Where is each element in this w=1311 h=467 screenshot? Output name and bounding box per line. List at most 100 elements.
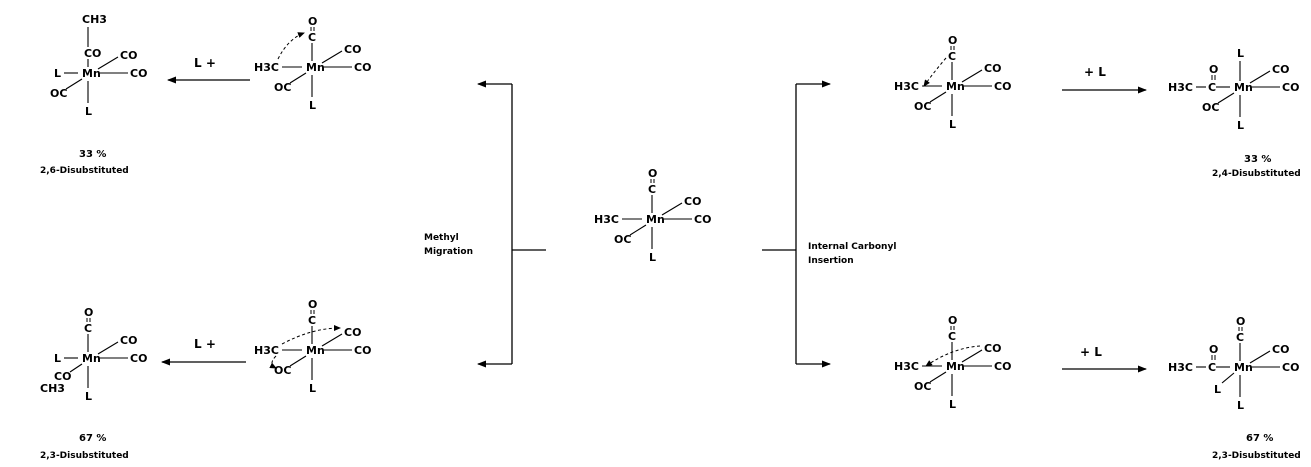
oc-ligand: OC <box>914 380 931 393</box>
product-2-4-disubstituted: Mn L C O H3C CO CO OC L <box>1168 47 1299 132</box>
l-ligand: L <box>1214 383 1221 396</box>
oc-ligand: OC <box>274 364 291 377</box>
oxygen-atom: O <box>308 298 317 311</box>
co-ligand: CO <box>984 62 1001 75</box>
co-ligand: CO <box>1272 63 1289 76</box>
h3c-group: H3C <box>1168 81 1193 94</box>
carbon-atom: C <box>1208 81 1216 94</box>
co-ligand: CO <box>120 49 137 62</box>
methyl-migration-intermediate-bottom: Mn C O H3C CO CO OC L <box>254 298 371 395</box>
ch3-group: CH3 <box>40 382 65 395</box>
l-ligand: L <box>949 398 956 411</box>
l-ligand: L <box>1237 119 1244 132</box>
oxygen-atom: O <box>1209 63 1218 76</box>
left-bracket <box>477 80 546 368</box>
mn-atom: Mn <box>1234 361 1253 374</box>
product-2-3-disubstituted-left: Mn C O L CO CO CO CH3 L <box>40 306 147 403</box>
mn-atom: Mn <box>82 67 101 80</box>
carbonyl-insertion-intermediate-top: Mn C O H3C CO CO OC L <box>894 34 1011 131</box>
co-ligand: CO <box>354 61 371 74</box>
methyl-migration-label: Migration <box>424 247 473 257</box>
carbonyl-insertion-intermediate-bottom: Mn C O H3C CO CO OC L <box>894 314 1011 411</box>
h3c-group: H3C <box>254 344 279 357</box>
methyl-migration-label: Methyl <box>424 233 459 243</box>
oxygen-atom: O <box>948 314 957 327</box>
yield-percent: 67 % <box>79 433 106 444</box>
right-bracket <box>762 80 831 368</box>
oc-ligand: OC <box>50 87 67 100</box>
h3c-group: H3C <box>594 213 619 226</box>
co-ligand: CO <box>344 43 361 56</box>
l-ligand: L <box>85 105 92 118</box>
carbon-atom: C <box>948 50 956 63</box>
mn-atom: Mn <box>646 213 665 226</box>
carbon-atom: C <box>1208 361 1216 374</box>
co-ligand: CO <box>54 370 71 383</box>
h3c-group: H3C <box>894 80 919 93</box>
product-label: 2,6-Disubstituted <box>40 166 129 176</box>
carbonyl-insertion-label: Internal Carbonyl <box>808 242 896 252</box>
oxygen-atom: O <box>1236 315 1245 328</box>
carbon-atom: C <box>648 183 656 196</box>
product-2-3-disubstituted-right: Mn C O C O H3C CO CO L L <box>1168 315 1299 412</box>
oxygen-atom: O <box>948 34 957 47</box>
co-ligand: CO <box>1272 343 1289 356</box>
l-ligand: L <box>54 67 61 80</box>
co-ligand: CO <box>130 352 147 365</box>
yield-percent: 67 % <box>1246 433 1273 444</box>
carbon-atom: C <box>308 314 316 327</box>
product-label: 2,3-Disubstituted <box>40 451 129 461</box>
l-ligand: L <box>649 251 656 264</box>
l-ligand: L <box>1237 47 1244 60</box>
oxygen-atom: O <box>648 167 657 180</box>
carbon-atom: C <box>308 31 316 44</box>
co-ligand: CO <box>994 360 1011 373</box>
oc-ligand: OC <box>914 100 931 113</box>
h3c-group: H3C <box>1168 361 1193 374</box>
l-ligand: L <box>85 390 92 403</box>
mn-atom: Mn <box>306 61 325 74</box>
carbon-atom: C <box>84 47 92 60</box>
l-ligand: L <box>309 99 316 112</box>
oc-ligand: OC <box>1202 101 1219 114</box>
h3c-group: H3C <box>254 61 279 74</box>
central-complex: Mn C O H3C CO CO OC L <box>594 167 711 264</box>
carbonyl-insertion-label: Insertion <box>808 256 854 266</box>
mn-atom: Mn <box>946 80 965 93</box>
co-ligand: CO <box>344 326 361 339</box>
mn-atom: Mn <box>946 360 965 373</box>
mn-atom: Mn <box>1234 81 1253 94</box>
oxygen-atom: O <box>84 306 93 319</box>
oxygen-atom: O <box>308 15 317 28</box>
co-ligand: CO <box>984 342 1001 355</box>
co-ligand: CO <box>120 334 137 347</box>
l-ligand: L <box>949 118 956 131</box>
yield-percent: 33 % <box>79 149 106 160</box>
product-2-6-disubstituted: Mn C O CH3 L CO CO OC L <box>50 13 147 118</box>
oxygen-atom: O <box>92 47 101 60</box>
co-ligand: CO <box>130 67 147 80</box>
l-ligand: L <box>309 382 316 395</box>
oxygen-atom: O <box>1209 343 1218 356</box>
oc-ligand: OC <box>274 81 291 94</box>
carbon-atom: C <box>948 330 956 343</box>
co-ligand: CO <box>684 195 701 208</box>
mn-atom: Mn <box>306 344 325 357</box>
yield-percent: 33 % <box>1244 154 1271 165</box>
h3c-group: H3C <box>894 360 919 373</box>
co-ligand: CO <box>354 344 371 357</box>
oc-ligand: OC <box>614 233 631 246</box>
reagent-label: L + <box>194 337 216 351</box>
l-ligand: L <box>54 352 61 365</box>
reagent-label: L + <box>194 56 216 70</box>
co-ligand: CO <box>994 80 1011 93</box>
co-ligand: CO <box>1282 361 1299 374</box>
product-label: 2,4-Disubstituted <box>1212 169 1301 179</box>
reagent-label: + L <box>1080 345 1102 359</box>
carbon-atom: C <box>84 322 92 335</box>
product-label: 2,3-Disubstituted <box>1212 451 1301 461</box>
reagent-label: + L <box>1084 65 1106 79</box>
l-ligand: L <box>1237 399 1244 412</box>
ch3-group: CH3 <box>82 13 107 26</box>
